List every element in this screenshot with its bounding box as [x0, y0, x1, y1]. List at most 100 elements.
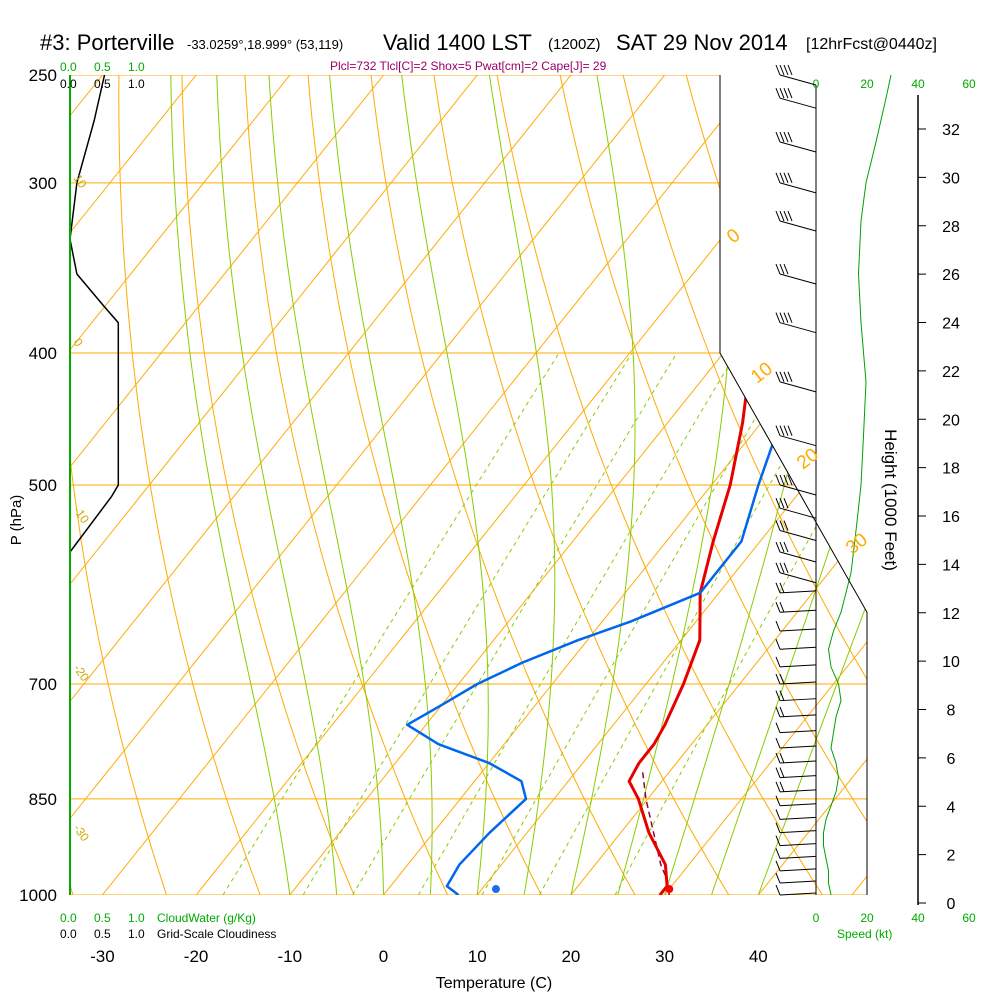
- isotherm-label-left: -10: [71, 504, 93, 527]
- height-tick-label: 4: [947, 799, 956, 816]
- dry-adiabat-line: [929, 51, 1000, 924]
- pressure-tick-label: 700: [29, 675, 57, 694]
- wind-barb: [776, 583, 816, 593]
- stability-indices: Plcl=732 Tlcl[C]=2 Shox=5 Pwat[cm]=2 Cap…: [330, 59, 607, 73]
- wind-barb: [776, 313, 816, 333]
- cloud-scale-label: 1.0: [128, 911, 145, 925]
- pressure-tick-label: 300: [29, 174, 57, 193]
- wind-barb: [776, 542, 816, 562]
- cloud-scale-label: 0.5: [94, 77, 111, 91]
- height-tick-label: 10: [942, 654, 960, 671]
- temperature-profile-line: [629, 98, 759, 895]
- sounding-profiles: [407, 98, 789, 895]
- cloud-scale-label: 1.0: [128, 927, 145, 941]
- wind-barb: [776, 707, 816, 717]
- speed-tick-bottom: 0: [813, 911, 820, 925]
- height-axis-title: Height (1000 Feet): [881, 429, 900, 571]
- height-tick-label: 24: [942, 316, 960, 333]
- station-label: #3: Porterville: [40, 30, 175, 55]
- temperature-tick-label: 10: [468, 947, 487, 966]
- mixing-ratio-line: [418, 353, 736, 895]
- pressure-tick-label: 400: [29, 344, 57, 363]
- wind-barbs: 0 0 20 20 40 40 60 60: [776, 65, 976, 925]
- speed-tick-bottom: 60: [962, 911, 976, 925]
- cloudiness-line: [70, 75, 118, 552]
- wind-barb: [776, 691, 816, 701]
- height-tick-label: 8: [947, 703, 956, 720]
- dry-adiabat-line: [182, 51, 367, 924]
- dry-adiabat-line: [742, 51, 1000, 924]
- x-axis-title: Temperature (C): [436, 975, 552, 992]
- pressure-tick-label: 250: [29, 66, 57, 85]
- speed-tick-bottom: 40: [911, 911, 925, 925]
- height-tick-label: 32: [942, 122, 960, 139]
- mixing-ratio-line: [615, 353, 913, 895]
- dry-adiabat-line: [431, 51, 747, 924]
- wind-barb: [776, 563, 816, 583]
- cloud-scale-label: 0.0: [60, 911, 77, 925]
- mixing-ratio-label: 12: [534, 895, 554, 915]
- height-tick-label: 6: [947, 751, 956, 768]
- forecast-label: [12hrFcst@0440z]: [806, 36, 937, 53]
- temperature-tick-label: -10: [278, 947, 303, 966]
- wind-barb: [776, 782, 816, 792]
- cloud-scale-label: 0.0: [60, 927, 77, 941]
- y-axis-title: P (hPa): [8, 495, 25, 546]
- mixing-ratio-label: 20: [610, 895, 630, 915]
- speed-axis-title: Speed (kt): [837, 927, 892, 941]
- wind-barb: [776, 873, 816, 883]
- wind-barb: [776, 88, 816, 108]
- pressure-tick-label: 500: [29, 476, 57, 495]
- cloud-scale-label: 0.0: [60, 77, 77, 91]
- height-tick-label: 2: [947, 848, 956, 865]
- dry-adiabat-line: [991, 51, 1000, 924]
- wind-barb: [776, 426, 816, 446]
- isotherm-label: 0: [723, 225, 744, 248]
- mixing-ratio-label: 5: [413, 901, 430, 915]
- wind-barb: [776, 372, 816, 392]
- cloud-scale-label: 0.0: [60, 60, 77, 74]
- speed-tick-bottom: 20: [860, 911, 874, 925]
- cloud-scale-label: 0.5: [94, 911, 111, 925]
- mixing-ratio-label: 2: [298, 901, 315, 915]
- wind-barb: [776, 796, 816, 806]
- valid-main: Valid 1400 LST: [383, 30, 532, 55]
- cloud-scale-label: 1.0: [128, 77, 145, 91]
- wind-barb: [776, 885, 816, 895]
- pressure-tick-label: 1000: [19, 886, 57, 905]
- cloudiness-label: Grid-Scale Cloudiness: [157, 927, 276, 941]
- temperature-tick-label: -30: [90, 947, 115, 966]
- axes: 0102030100-10-20-30250300400500700850100…: [19, 60, 872, 966]
- temperature-tick-label: 40: [749, 947, 768, 966]
- wind-barb: [776, 738, 816, 748]
- wind-barb: [776, 498, 816, 518]
- valid-z: (1200Z): [548, 36, 601, 53]
- wind-barb: [776, 657, 816, 667]
- wind-barb: [776, 132, 816, 152]
- speed-tick-top: 40: [911, 77, 925, 91]
- cloudiness-profile: [70, 75, 118, 552]
- height-tick-label: 16: [942, 509, 960, 526]
- surface-dewpoint-dot: [492, 885, 500, 893]
- cloudwater-label: CloudWater (g/Kg): [157, 911, 256, 925]
- height-tick-label: 22: [942, 364, 960, 381]
- temperature-tick-label: -20: [184, 947, 209, 966]
- height-tick-label: 12: [942, 606, 960, 623]
- height-tick-label: 28: [942, 219, 960, 236]
- wind-barb: [776, 173, 816, 193]
- wind-barb: [776, 674, 816, 684]
- speed-tick-top: 60: [962, 77, 976, 91]
- wind-barb: [776, 809, 816, 819]
- height-tick-label: 14: [942, 557, 960, 574]
- temperature-tick-label: 0: [379, 947, 388, 966]
- dry-adiabat-line: [368, 51, 651, 924]
- mixing-ratio-label: 8: [477, 901, 494, 915]
- isotherm-label: 30: [842, 529, 872, 559]
- wind-barb: [776, 621, 816, 631]
- height-tick-label: 0: [947, 896, 956, 913]
- isotherm-label-left: 0: [71, 336, 86, 350]
- isotherm-label: 20: [793, 444, 823, 474]
